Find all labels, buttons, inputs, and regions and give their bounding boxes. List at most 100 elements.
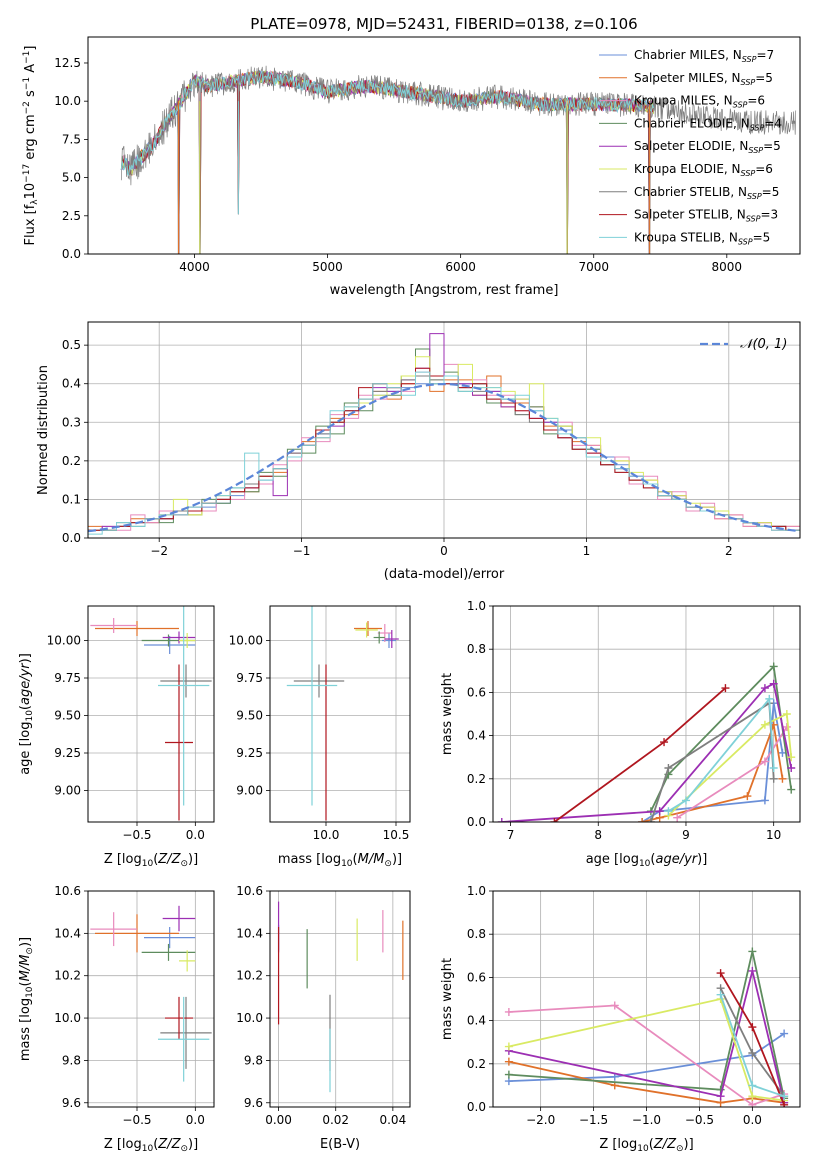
- x-axis-label-part: 10: [341, 859, 353, 869]
- weight-line: [508, 997, 785, 1102]
- weight-marker: [673, 813, 682, 822]
- y-tick-label: 10.0: [236, 1011, 263, 1025]
- x-tick-label: 0.04: [379, 1113, 406, 1127]
- weight-marker: [748, 1100, 757, 1107]
- y-axis-label-part: )]: [18, 937, 33, 947]
- y-axis-label-part: A: [23, 64, 38, 77]
- y-axis-label-part: −1: [22, 77, 32, 90]
- x-axis-label: Z [log10(Z/Z⊙)]: [104, 1137, 198, 1154]
- y-tick-label: 9.25: [236, 746, 263, 760]
- legend-entry-subscript: SSP: [750, 123, 765, 132]
- x-axis-label-part: 10: [637, 1144, 649, 1154]
- x-axis-label-part: (: [650, 852, 655, 867]
- y-tick-label: 0.6: [467, 685, 486, 699]
- x-axis-label-part: )]: [697, 852, 707, 867]
- y-axis-label-part: s: [23, 90, 38, 101]
- x-tick-label: 7000: [578, 260, 609, 274]
- x-axis-label-part: 10: [142, 1144, 154, 1154]
- y-tick-label: 10.2: [54, 969, 81, 983]
- legend-entry-text: Kroupa ELODIE, N: [634, 162, 741, 176]
- y-tick-label: 9.00: [236, 784, 263, 798]
- plot-area: [90, 905, 212, 1082]
- x-tick-label: 0.00: [265, 1113, 292, 1127]
- weight-marker: [743, 792, 752, 801]
- plot-area: [497, 662, 796, 822]
- y-axis-label-part: ]: [23, 46, 38, 51]
- x-tick-label: 6000: [445, 260, 476, 274]
- y-axis-label-part: ⊙: [25, 947, 35, 955]
- weight-marker: [646, 818, 655, 822]
- plot-area: [120, 65, 797, 254]
- x-axis-label-part: ⊙: [180, 859, 188, 869]
- x-axis-label-part: ⊙: [676, 1144, 684, 1154]
- weight-marker: [765, 694, 774, 703]
- y-axis-label-part: )]: [18, 653, 33, 663]
- y-tick-label: 9.8: [62, 1053, 81, 1067]
- plot-area: [504, 947, 789, 1107]
- weight-marker: [748, 966, 757, 975]
- weight-marker: [780, 1029, 789, 1038]
- legend-entry-count: =6: [747, 94, 765, 108]
- y-tick-label: 0.8: [467, 927, 486, 941]
- y-tick-label: 10.4: [236, 926, 263, 940]
- weight-marker: [748, 1023, 757, 1032]
- x-tick-label: 7: [507, 828, 515, 842]
- x-tick-label: 4000: [179, 260, 210, 274]
- y-tick-label: 10.0: [54, 94, 81, 108]
- y-axis-label-part: M/M: [18, 955, 33, 982]
- weight-marker: [748, 947, 757, 956]
- y-tick-label: 2.5: [62, 209, 81, 223]
- y-tick-label: 10.0: [54, 1011, 81, 1025]
- weight-marker: [550, 818, 559, 822]
- chart-mass_weight_Z: −2.0 −1.5 −1.0 −0.5 0.0 0.0 0.2 0.4 0.6 0.8 1.0 Z […: [440, 884, 801, 1154]
- x-tick-label: 8: [594, 828, 602, 842]
- legend-entry-count: =5: [762, 185, 780, 199]
- axes-frame: [492, 605, 801, 823]
- x-axis-label-part: ⊙: [180, 1144, 188, 1154]
- legend-entry: Kroupa MILES, NSSP=6: [634, 94, 765, 110]
- legend-entry-count: =5: [763, 139, 781, 153]
- weight-marker: [787, 753, 796, 762]
- y-tick-label: 10.4: [54, 926, 81, 940]
- y-axis-label: age [log10(age/yr)]: [18, 653, 35, 775]
- normal-curve: [88, 382, 800, 533]
- y-axis-label-part: 10: [25, 986, 35, 998]
- weight-marker: [760, 684, 769, 693]
- x-axis-label: Z [log10(Z/Z⊙)]: [599, 1137, 693, 1154]
- legend-entry-subscript: SSP: [746, 215, 761, 224]
- x-axis-label: age [log10(age/yr)]: [586, 852, 708, 869]
- x-tick-label: 8000: [712, 260, 743, 274]
- axes-frame: [269, 890, 411, 1108]
- legend-entry: Kroupa ELODIE, NSSP=6: [634, 162, 773, 178]
- y-tick-label: 0.0: [62, 247, 81, 261]
- x-axis-label-part: Z/Z: [157, 852, 181, 867]
- y-tick-label: 9.8: [244, 1053, 263, 1067]
- x-axis-label-part: mass [log: [278, 852, 341, 867]
- weight-line: [508, 1004, 785, 1106]
- x-axis-label: (data-model)/error: [384, 567, 505, 582]
- y-axis-label-part: −1: [22, 51, 32, 64]
- legend-entry-text: Salpeter ELODIE, N: [634, 139, 748, 153]
- legend-entry-text: Salpeter STELIB, N: [634, 208, 746, 222]
- x-axis-label: mass [log10(M/M⊙)]: [278, 852, 402, 869]
- legend-entry-count: =6: [755, 162, 773, 176]
- legend-entry: Kroupa STELIB, NSSP=5: [634, 230, 770, 246]
- legend-entry-count: =5: [753, 230, 771, 244]
- x-axis-label-part: Z [log: [104, 1137, 142, 1152]
- x-axis-label-part: )]: [684, 1137, 694, 1152]
- axes-frame: [492, 890, 801, 1108]
- legend-entry-subscript: SSP: [747, 192, 762, 201]
- legend-entry-text: Chabrier ELODIE, N: [634, 116, 750, 130]
- y-tick-label: 0.0: [467, 1100, 486, 1114]
- y-axis-label: mass [log10(M/M⊙)]: [18, 937, 35, 1061]
- legend-entry: Chabrier STELIB, NSSP=5: [634, 185, 779, 201]
- x-axis-label-part: age [log: [586, 852, 639, 867]
- weight-marker: [769, 774, 778, 783]
- x-axis-label-part: E(B-V): [320, 1137, 360, 1152]
- x-tick-label: 0.0: [186, 828, 205, 842]
- weight-marker: [780, 1092, 789, 1101]
- legend-entry-count: =5: [755, 71, 773, 85]
- x-axis-label-part: 10: [142, 859, 154, 869]
- weight-marker: [769, 764, 778, 772]
